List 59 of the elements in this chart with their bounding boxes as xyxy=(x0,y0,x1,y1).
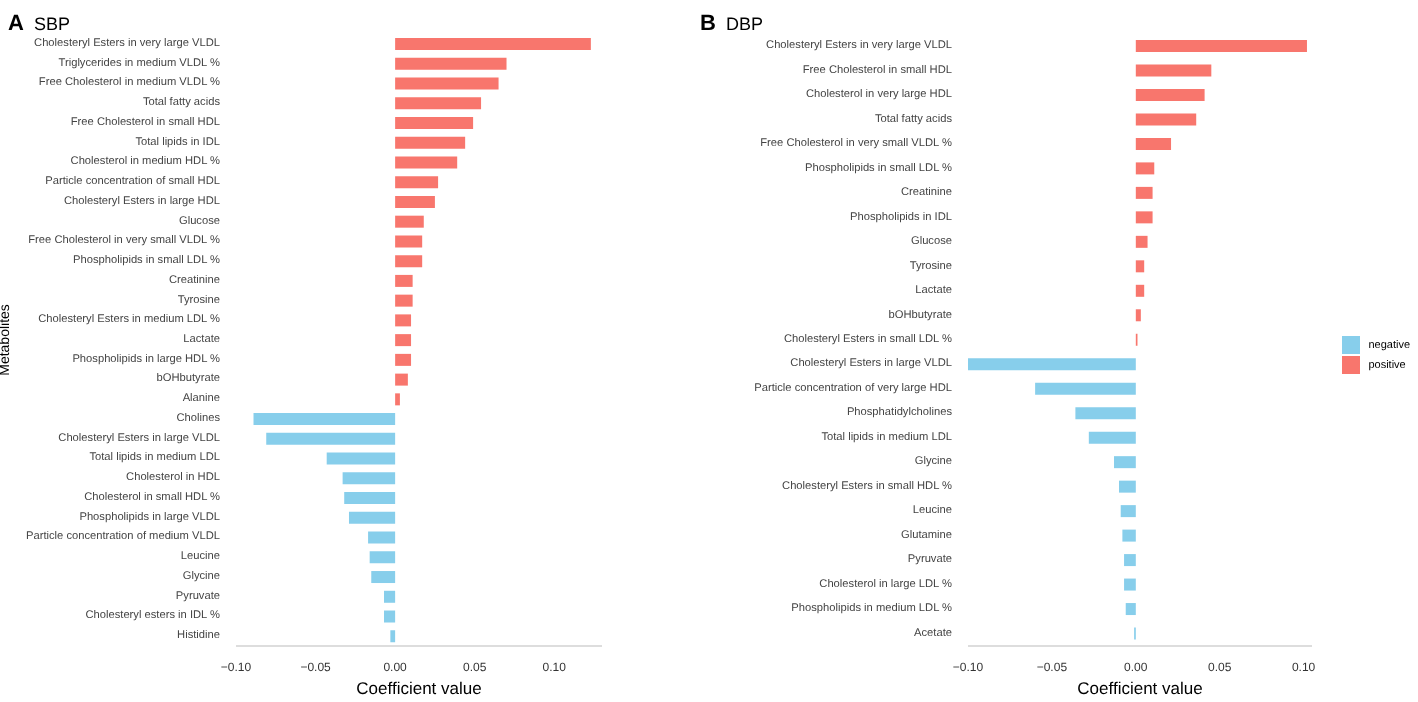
bar xyxy=(1135,40,1307,52)
bar xyxy=(1135,260,1145,273)
bar xyxy=(1135,284,1145,297)
bar xyxy=(1088,431,1136,444)
bar xyxy=(395,274,413,287)
bar xyxy=(1119,480,1136,493)
bar xyxy=(395,57,507,70)
bar xyxy=(383,590,396,603)
bar xyxy=(395,116,474,129)
bar xyxy=(1075,407,1136,420)
bar xyxy=(1124,578,1136,591)
bar xyxy=(395,373,408,386)
text: B xyxy=(700,12,716,36)
bar xyxy=(395,136,466,149)
bar xyxy=(1120,505,1136,518)
bar xyxy=(1135,88,1205,101)
bar xyxy=(1135,211,1153,224)
bar xyxy=(1125,603,1136,616)
x-axis-title: Coefficient value xyxy=(1077,678,1204,698)
bar xyxy=(395,195,435,208)
bar xyxy=(390,630,396,643)
bar xyxy=(1124,554,1136,567)
bar xyxy=(968,358,1136,371)
bar xyxy=(1135,235,1148,248)
bar xyxy=(1135,309,1141,322)
bar xyxy=(344,492,396,505)
bar xyxy=(371,571,396,584)
bar xyxy=(395,97,482,110)
bar xyxy=(395,255,423,268)
bar xyxy=(395,38,591,50)
bar xyxy=(395,215,424,228)
text: DBP xyxy=(725,14,763,34)
bar xyxy=(253,413,396,426)
bar xyxy=(395,334,412,347)
bar xyxy=(1135,113,1197,126)
bar xyxy=(1135,162,1155,175)
bar xyxy=(369,551,396,564)
bar xyxy=(383,610,396,623)
bar xyxy=(348,511,396,524)
bar xyxy=(395,77,499,90)
bar xyxy=(342,472,396,485)
bar xyxy=(266,432,396,445)
bar xyxy=(326,452,396,465)
bar xyxy=(395,156,458,169)
bar xyxy=(368,531,396,544)
bar xyxy=(395,294,413,307)
bar xyxy=(1035,382,1136,395)
bar xyxy=(395,235,423,248)
bar xyxy=(1135,64,1212,77)
text: SBP xyxy=(33,14,70,34)
bar xyxy=(1135,137,1172,150)
bar xyxy=(395,353,412,366)
bar xyxy=(1113,456,1136,469)
bar xyxy=(395,176,439,189)
bar xyxy=(1135,186,1153,199)
x-axis-title: Coefficient value xyxy=(356,678,483,698)
bar xyxy=(1122,529,1136,542)
bar xyxy=(395,314,412,327)
text: A xyxy=(8,12,24,36)
